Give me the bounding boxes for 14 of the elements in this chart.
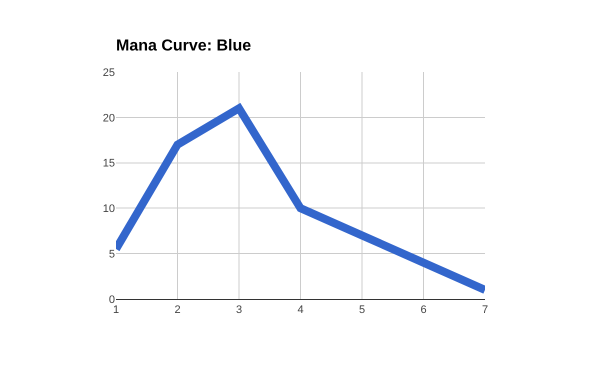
x-tick-label: 1 bbox=[112, 304, 120, 316]
y-tick-label: 20 bbox=[102, 112, 115, 124]
chart-title: Mana Curve: Blue bbox=[116, 38, 252, 55]
x-tick-label: 4 bbox=[297, 304, 304, 316]
x-tick-label: 5 bbox=[358, 304, 366, 316]
y-tick-label: 10 bbox=[102, 203, 115, 216]
y-tick-label: 5 bbox=[108, 248, 115, 260]
y-tick-label: 15 bbox=[102, 158, 115, 170]
y-tick-label: 25 bbox=[102, 66, 115, 79]
x-tick-label: 7 bbox=[482, 304, 488, 316]
x-tick-label: 3 bbox=[236, 304, 242, 316]
y-tick-label: 0 bbox=[108, 294, 115, 306]
x-tick-label: 6 bbox=[420, 304, 427, 316]
x-tick-label: 2 bbox=[174, 304, 181, 316]
